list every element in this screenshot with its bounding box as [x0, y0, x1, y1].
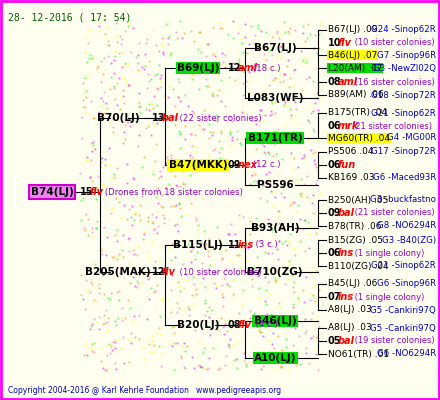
Text: 07: 07 — [328, 292, 341, 302]
Text: G6 -NO6294R: G6 -NO6294R — [377, 350, 436, 358]
Text: flv: flv — [161, 267, 176, 277]
Text: NO61(TR) .01: NO61(TR) .01 — [328, 350, 389, 358]
Text: B110(ZG) .04: B110(ZG) .04 — [328, 262, 389, 270]
Text: 06: 06 — [328, 248, 341, 258]
Text: 05: 05 — [328, 336, 341, 346]
Text: bal: bal — [338, 208, 355, 218]
Text: (1 single colony): (1 single colony) — [352, 248, 424, 258]
Text: G7 -Sinop96R: G7 -Sinop96R — [377, 50, 436, 60]
Text: flv: flv — [338, 38, 352, 48]
Text: B74(LJ): B74(LJ) — [31, 187, 73, 197]
Text: B250(AH) .05: B250(AH) .05 — [328, 196, 389, 204]
Text: B205(MAK): B205(MAK) — [85, 267, 151, 277]
Text: ins: ins — [238, 240, 253, 250]
Text: bal: bal — [161, 113, 178, 123]
Text: (21 sister colonies): (21 sister colonies) — [352, 208, 434, 218]
Text: B710(ZG): B710(ZG) — [247, 267, 303, 277]
Text: Copyright 2004-2016 @ Karl Kehrle Foundation   www.pedigreeapis.org: Copyright 2004-2016 @ Karl Kehrle Founda… — [8, 386, 281, 395]
Text: 15: 15 — [80, 187, 93, 197]
Text: 09: 09 — [228, 160, 242, 170]
Text: (10 sister colonies): (10 sister colonies) — [174, 268, 262, 276]
Text: (22 sister colonies): (22 sister colonies) — [174, 114, 262, 122]
Text: ins: ins — [338, 248, 354, 258]
Text: G17 -Sinop72R: G17 -Sinop72R — [371, 148, 436, 156]
Text: B93(AH): B93(AH) — [251, 223, 299, 233]
Text: nex: nex — [238, 160, 257, 170]
Text: (4 c.): (4 c.) — [250, 320, 278, 330]
Text: fun: fun — [338, 160, 356, 170]
Text: B89(AM) .06: B89(AM) .06 — [328, 90, 384, 100]
Text: G3 -buckfastno: G3 -buckfastno — [370, 196, 436, 204]
Text: B20(LJ): B20(LJ) — [177, 320, 219, 330]
Text: B171(TR): B171(TR) — [248, 133, 302, 143]
Text: (1 single colony): (1 single colony) — [352, 292, 424, 302]
Text: B67(LJ) .09: B67(LJ) .09 — [328, 26, 378, 34]
Text: 28- 12-2016 ( 17: 54): 28- 12-2016 ( 17: 54) — [8, 12, 132, 22]
Text: KB169 .03: KB169 .03 — [328, 174, 374, 182]
Text: B69(LJ): B69(LJ) — [177, 63, 219, 73]
Text: G6 -Sinop96R: G6 -Sinop96R — [377, 280, 436, 288]
Text: bal: bal — [338, 336, 355, 346]
Text: flv: flv — [89, 187, 103, 197]
Text: ins: ins — [338, 292, 354, 302]
Text: (18 c.): (18 c.) — [250, 64, 281, 72]
Text: 13: 13 — [152, 113, 165, 123]
Text: G21 -Sinop62R: G21 -Sinop62R — [371, 262, 436, 270]
Text: A8(LJ) .03: A8(LJ) .03 — [328, 306, 372, 314]
Text: 12: 12 — [228, 63, 242, 73]
Text: B67(LJ): B67(LJ) — [254, 43, 296, 53]
Text: 08: 08 — [228, 320, 242, 330]
Text: G3 -NewZl02Q: G3 -NewZl02Q — [373, 64, 436, 72]
Text: G8 -NO6294R: G8 -NO6294R — [377, 222, 436, 230]
Text: G18 -Sinop72R: G18 -Sinop72R — [371, 90, 436, 100]
Text: (19 sister colonies): (19 sister colonies) — [352, 336, 434, 346]
Text: G6 -Maced93R: G6 -Maced93R — [373, 174, 436, 182]
Text: 12: 12 — [152, 267, 165, 277]
Text: B45(LJ) .06: B45(LJ) .06 — [328, 280, 378, 288]
Text: (16 sister colonies): (16 sister colonies) — [352, 78, 434, 86]
Text: PS506 .04: PS506 .04 — [328, 148, 374, 156]
Text: 08: 08 — [328, 77, 341, 87]
Text: (Drones from 18 sister colonies): (Drones from 18 sister colonies) — [103, 188, 243, 196]
Text: MG60(TR) .04: MG60(TR) .04 — [328, 134, 390, 142]
Text: aml: aml — [238, 63, 257, 73]
Text: 10: 10 — [328, 38, 341, 48]
Text: L083(WF): L083(WF) — [247, 93, 303, 103]
Text: (21 sister colonies): (21 sister colonies) — [352, 122, 432, 130]
Text: B15(ZG) .05: B15(ZG) .05 — [328, 236, 383, 244]
Text: A10(LJ): A10(LJ) — [254, 353, 296, 363]
Text: L20(AM) .07: L20(AM) .07 — [328, 64, 382, 72]
Text: B70(LJ): B70(LJ) — [97, 113, 139, 123]
Text: G4 -MG00R: G4 -MG00R — [387, 134, 436, 142]
Text: B47(MKK): B47(MKK) — [169, 160, 227, 170]
Text: 06: 06 — [328, 121, 341, 131]
Text: B46(LJ): B46(LJ) — [254, 316, 296, 326]
Text: B78(TR) .06: B78(TR) .06 — [328, 222, 381, 230]
Text: PS596: PS596 — [257, 180, 293, 190]
Text: B46(LJ) .07: B46(LJ) .07 — [328, 50, 378, 60]
Text: 09: 09 — [328, 208, 341, 218]
Text: G5 -Cankiri97Q: G5 -Cankiri97Q — [370, 306, 436, 314]
Text: A8(LJ) .03: A8(LJ) .03 — [328, 324, 372, 332]
Text: aml: aml — [338, 77, 358, 87]
Text: (3 c.): (3 c.) — [250, 240, 278, 250]
Text: flv: flv — [238, 320, 251, 330]
Text: (12 c.): (12 c.) — [250, 160, 281, 170]
Text: G21 -Sinop62R: G21 -Sinop62R — [371, 108, 436, 118]
Text: G3 -B40(ZG): G3 -B40(ZG) — [382, 236, 436, 244]
Text: G24 -Sinop62R: G24 -Sinop62R — [371, 26, 436, 34]
Text: 11: 11 — [228, 240, 242, 250]
Text: (10 sister colonies): (10 sister colonies) — [352, 38, 434, 48]
Text: B175(TR) .04: B175(TR) .04 — [328, 108, 387, 118]
Text: mrk: mrk — [338, 121, 359, 131]
Text: 06: 06 — [328, 160, 341, 170]
Text: B115(LJ): B115(LJ) — [173, 240, 223, 250]
Text: G5 -Cankiri97Q: G5 -Cankiri97Q — [370, 324, 436, 332]
